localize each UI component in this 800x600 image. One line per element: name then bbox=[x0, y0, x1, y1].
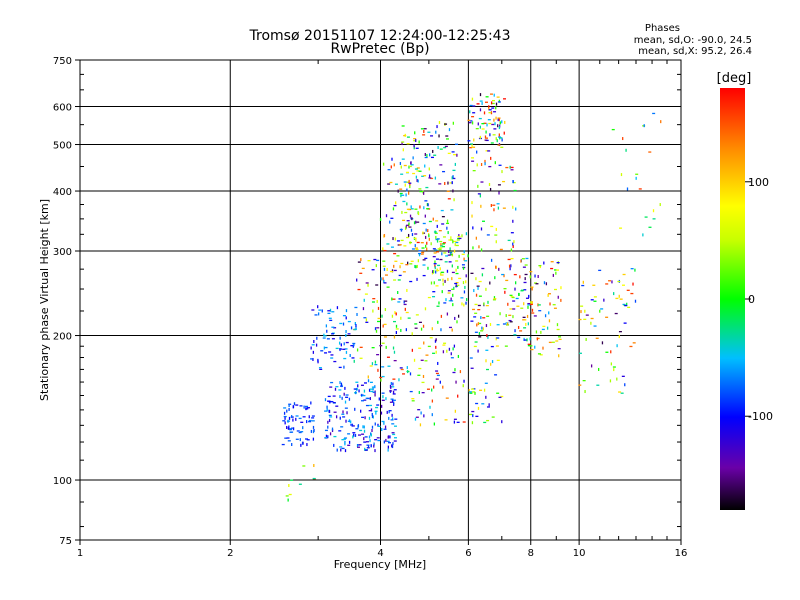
x-tick-label: 6 bbox=[465, 548, 471, 559]
y-tick-label: 75 bbox=[59, 536, 72, 547]
y-tick-label: 600 bbox=[53, 103, 72, 114]
colorbar-tick-label: 0 bbox=[748, 293, 755, 306]
x-tick-label: 4 bbox=[377, 548, 383, 559]
x-tick-label: 8 bbox=[528, 548, 534, 559]
y-tick-label: 400 bbox=[53, 187, 72, 198]
y-tick-label: 500 bbox=[53, 141, 72, 152]
x-tick-label: 16 bbox=[675, 548, 688, 559]
stats-o-mode: mean, sd,O: -90.0, 24.5 bbox=[634, 35, 752, 46]
y-tick-label: 300 bbox=[53, 247, 72, 258]
stats-x-mode: mean, sd,X: 95.2, 26.4 bbox=[638, 46, 752, 57]
chart-subtitle: RwPretec (Bp) bbox=[330, 41, 429, 57]
y-tick-label: 200 bbox=[53, 332, 72, 343]
stats-heading: Phases bbox=[645, 23, 680, 34]
chart-title: Tromsø 20151107 12:24:00-12:25:43 bbox=[249, 28, 511, 44]
colorbar-ticks: 100 0 -100 bbox=[745, 176, 773, 423]
y-tick-label: 750 bbox=[53, 56, 72, 67]
x-axis-ticks: 1 2 4 6 8 10 16 bbox=[77, 60, 688, 559]
x-tick-label: 10 bbox=[573, 548, 586, 559]
colorbar-label: [deg] bbox=[717, 71, 752, 86]
data-points bbox=[281, 93, 662, 502]
y-tick-label: 100 bbox=[53, 476, 72, 487]
y-axis-ticks: 75 100 200 300 400 500 600 750 bbox=[53, 56, 681, 547]
x-tick-label: 2 bbox=[227, 548, 233, 559]
colorbar-tick-label: -100 bbox=[748, 410, 773, 423]
colorbar-tick-label: 100 bbox=[748, 176, 769, 189]
colorbar bbox=[720, 88, 745, 510]
y-axis-label: Stationary phase Virtual Height [km] bbox=[38, 199, 51, 401]
grid-lines bbox=[80, 60, 681, 540]
x-tick-label: 1 bbox=[77, 548, 83, 559]
x-axis-label: Frequency [MHz] bbox=[334, 558, 426, 571]
